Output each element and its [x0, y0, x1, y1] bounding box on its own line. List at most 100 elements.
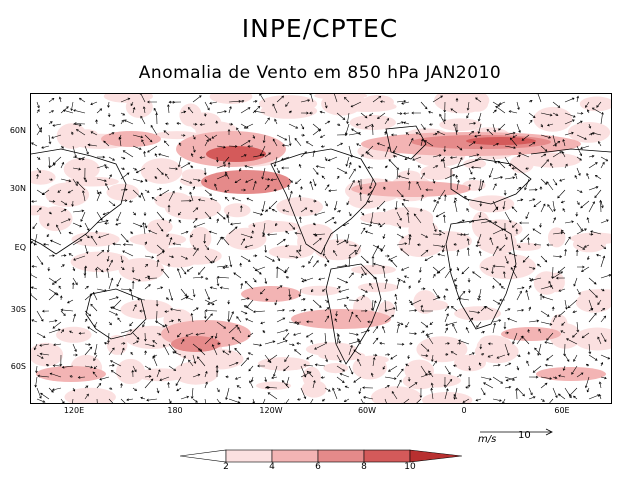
wind-vector — [48, 387, 54, 393]
wind-vector — [504, 211, 512, 223]
wind-vector — [227, 299, 231, 305]
shade-patch — [522, 152, 581, 168]
wind-vector — [263, 398, 266, 403]
wind-vector — [540, 159, 549, 169]
wind-vector — [430, 387, 434, 400]
wind-vector — [226, 211, 230, 218]
wind-vector — [319, 134, 326, 138]
wind-vector — [540, 112, 553, 117]
wind-vector — [276, 339, 288, 345]
wind-vector — [193, 222, 206, 228]
wind-vector — [192, 145, 196, 153]
wind-vector — [504, 331, 510, 335]
wind-vector — [572, 332, 578, 338]
wind-vector — [73, 122, 86, 125]
wind-vector — [267, 354, 278, 362]
wind-vector — [408, 342, 413, 346]
wind-vector — [204, 178, 207, 183]
wind-vector — [376, 142, 386, 147]
wind-vector — [552, 178, 558, 186]
wind-vector — [420, 372, 432, 378]
wind-vector — [536, 94, 542, 103]
shade-band — [536, 367, 606, 381]
wind-vector — [105, 183, 110, 191]
wind-vector — [204, 211, 212, 220]
wind-vector — [408, 285, 411, 290]
wind-vector — [192, 307, 199, 312]
wind-vector — [240, 310, 248, 315]
wind-vector — [575, 211, 579, 217]
wind-vector — [72, 313, 77, 323]
wind-vector — [428, 110, 434, 114]
wind-vector — [48, 134, 52, 145]
shade-patch — [454, 354, 486, 372]
wind-vector — [384, 353, 391, 357]
wind-vector — [336, 233, 339, 244]
wind-vector — [324, 184, 330, 191]
wind-vector — [95, 119, 99, 125]
wind-vector — [108, 387, 113, 390]
wind-vector — [324, 263, 327, 268]
wind-vector — [384, 307, 396, 312]
wind-vector — [478, 362, 482, 367]
wind-vector — [246, 299, 254, 309]
wind-vector — [36, 310, 44, 322]
wind-vector — [319, 110, 326, 114]
wind-vector — [240, 282, 244, 290]
wind-vector — [458, 339, 470, 345]
wind-vector — [492, 264, 506, 268]
coastline-layer — [31, 125, 611, 365]
wind-vector — [557, 266, 566, 274]
wind-vector — [300, 151, 307, 158]
colorbar-tick-2: 2 — [223, 462, 229, 472]
wind-vector — [31, 273, 38, 279]
wind-vector — [264, 184, 270, 191]
wind-vector — [465, 386, 470, 389]
wind-vector — [158, 153, 170, 158]
wind-vector — [170, 307, 182, 312]
wind-vector — [564, 236, 571, 246]
wind-vector — [516, 365, 520, 371]
wind-vector — [36, 127, 42, 136]
wind-vector — [310, 339, 314, 345]
wind-vector — [492, 221, 498, 224]
wind-vector — [599, 199, 603, 213]
wind-vector — [504, 308, 511, 312]
wind-vector — [408, 332, 417, 335]
wind-vector — [294, 349, 302, 356]
wind-vector — [36, 207, 42, 213]
wind-vector — [551, 306, 555, 312]
wind-vector — [456, 342, 462, 345]
wind-vector — [294, 231, 302, 235]
wind-vector — [156, 187, 162, 191]
wind-vector — [407, 167, 410, 176]
wind-vector — [498, 123, 506, 131]
wind-vector — [577, 265, 585, 269]
wind-vector — [525, 211, 530, 220]
wind-vector — [312, 199, 317, 203]
wind-vector — [51, 387, 62, 391]
wind-vector — [76, 181, 86, 191]
wind-vector — [504, 131, 516, 136]
wind-vector — [264, 340, 276, 345]
wind-vector — [120, 329, 133, 334]
wind-vector — [344, 123, 350, 136]
coast-asia-east — [530, 148, 611, 155]
wind-vector — [455, 174, 459, 180]
wind-vector — [115, 222, 122, 226]
wind-vector — [441, 244, 446, 253]
wind-vector — [41, 189, 50, 196]
wind-vector — [216, 342, 221, 346]
wind-vector — [453, 394, 458, 400]
wind-vector — [240, 140, 251, 147]
wind-vector — [52, 364, 62, 368]
wind-vector — [156, 332, 162, 336]
shade-patch — [64, 387, 116, 403]
shade-patch — [323, 363, 349, 374]
wind-vector — [180, 355, 186, 367]
wind-vector — [383, 186, 386, 191]
wind-vector — [342, 222, 350, 227]
wind-vector — [573, 395, 578, 400]
wind-vector-layer — [31, 94, 611, 403]
wind-vector — [564, 248, 567, 257]
